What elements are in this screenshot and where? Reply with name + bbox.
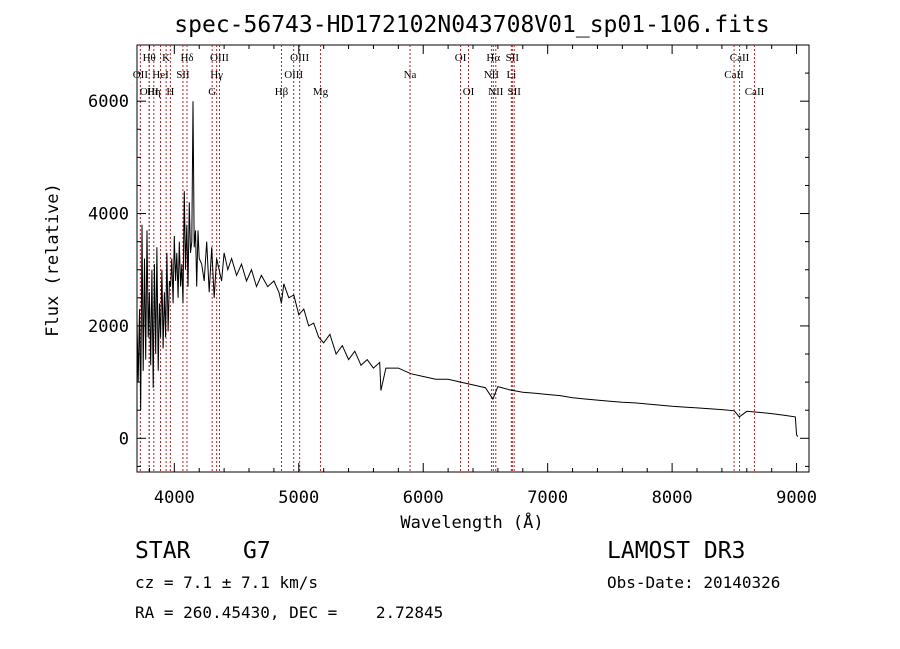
chart-title: spec-56743-HD172102N043708V01_sp01-106.f… bbox=[174, 12, 769, 38]
reference-line-label: Li bbox=[506, 69, 516, 81]
survey-name: LAMOST DR3 bbox=[607, 538, 746, 564]
reference-line-label: CaII bbox=[724, 69, 744, 81]
reference-line-label: Hγ bbox=[210, 69, 223, 81]
reference-line-label: CaII bbox=[745, 86, 765, 98]
observation-date: Obs-Date: 20140326 bbox=[607, 573, 781, 592]
x-tick-label: 4000 bbox=[154, 488, 195, 508]
flux-series-line bbox=[136, 101, 799, 437]
y-axis-label: Flux (relative) bbox=[43, 183, 63, 337]
y-tick-label: 2000 bbox=[88, 317, 129, 337]
y-axis-ticks: 0 2000 4000 6000 bbox=[88, 72, 809, 467]
reference-line-label: OIII bbox=[140, 86, 159, 98]
reference-lines bbox=[139, 45, 755, 472]
reference-line-label: SII bbox=[176, 69, 190, 81]
reference-line-label: Hη bbox=[147, 86, 161, 98]
x-tick-label: 7000 bbox=[527, 488, 568, 508]
reference-line-label: Na bbox=[404, 69, 417, 81]
reference-line-label: Hθ bbox=[143, 52, 156, 64]
reference-line-label: SII bbox=[507, 86, 521, 98]
coordinates: RA = 260.45430, DEC = 2.72845 bbox=[135, 603, 444, 622]
reference-line-label: HeI bbox=[152, 69, 169, 81]
reference-line-label: H bbox=[166, 86, 174, 98]
reference-line-label: OIII bbox=[210, 52, 229, 64]
reference-line-label: CaII bbox=[730, 52, 750, 64]
reference-line-label: NII bbox=[488, 86, 504, 98]
reference-line-label: OIII bbox=[290, 52, 309, 64]
reference-line-label: OIII bbox=[284, 69, 303, 81]
reference-line-label: Mg bbox=[313, 86, 329, 98]
y-tick-label: 0 bbox=[119, 429, 129, 449]
reference-line-label: Hβ bbox=[275, 86, 289, 98]
x-tick-label: 5000 bbox=[278, 488, 319, 508]
reference-line-label: OI bbox=[463, 86, 475, 98]
object-class: STAR bbox=[135, 538, 191, 564]
x-tick-label: 8000 bbox=[652, 488, 693, 508]
reference-line-label: G bbox=[208, 86, 216, 98]
reference-line-label: OI bbox=[455, 52, 467, 64]
plot-frame bbox=[136, 44, 810, 473]
y-tick-label: 4000 bbox=[88, 205, 129, 225]
x-tick-label: 6000 bbox=[403, 488, 444, 508]
reference-line-label: K bbox=[162, 52, 170, 64]
y-tick-label: 6000 bbox=[88, 92, 129, 112]
reference-line-label: OII bbox=[133, 69, 149, 81]
redshift-value: cz = 7.1 ± 7.1 km/s bbox=[135, 573, 319, 592]
object-subclass: G7 bbox=[243, 538, 271, 564]
x-axis-ticks: 4000 5000 6000 7000 8000 9000 bbox=[148, 45, 817, 508]
x-tick-label: 9000 bbox=[776, 488, 817, 508]
reference-line-label: Hδ bbox=[180, 52, 193, 64]
x-axis-label: Wavelength (Å) bbox=[400, 511, 543, 533]
reference-line-label: NII bbox=[484, 69, 500, 81]
reference-line-label: SII bbox=[506, 52, 520, 64]
reference-line-label: Hα bbox=[486, 52, 500, 64]
